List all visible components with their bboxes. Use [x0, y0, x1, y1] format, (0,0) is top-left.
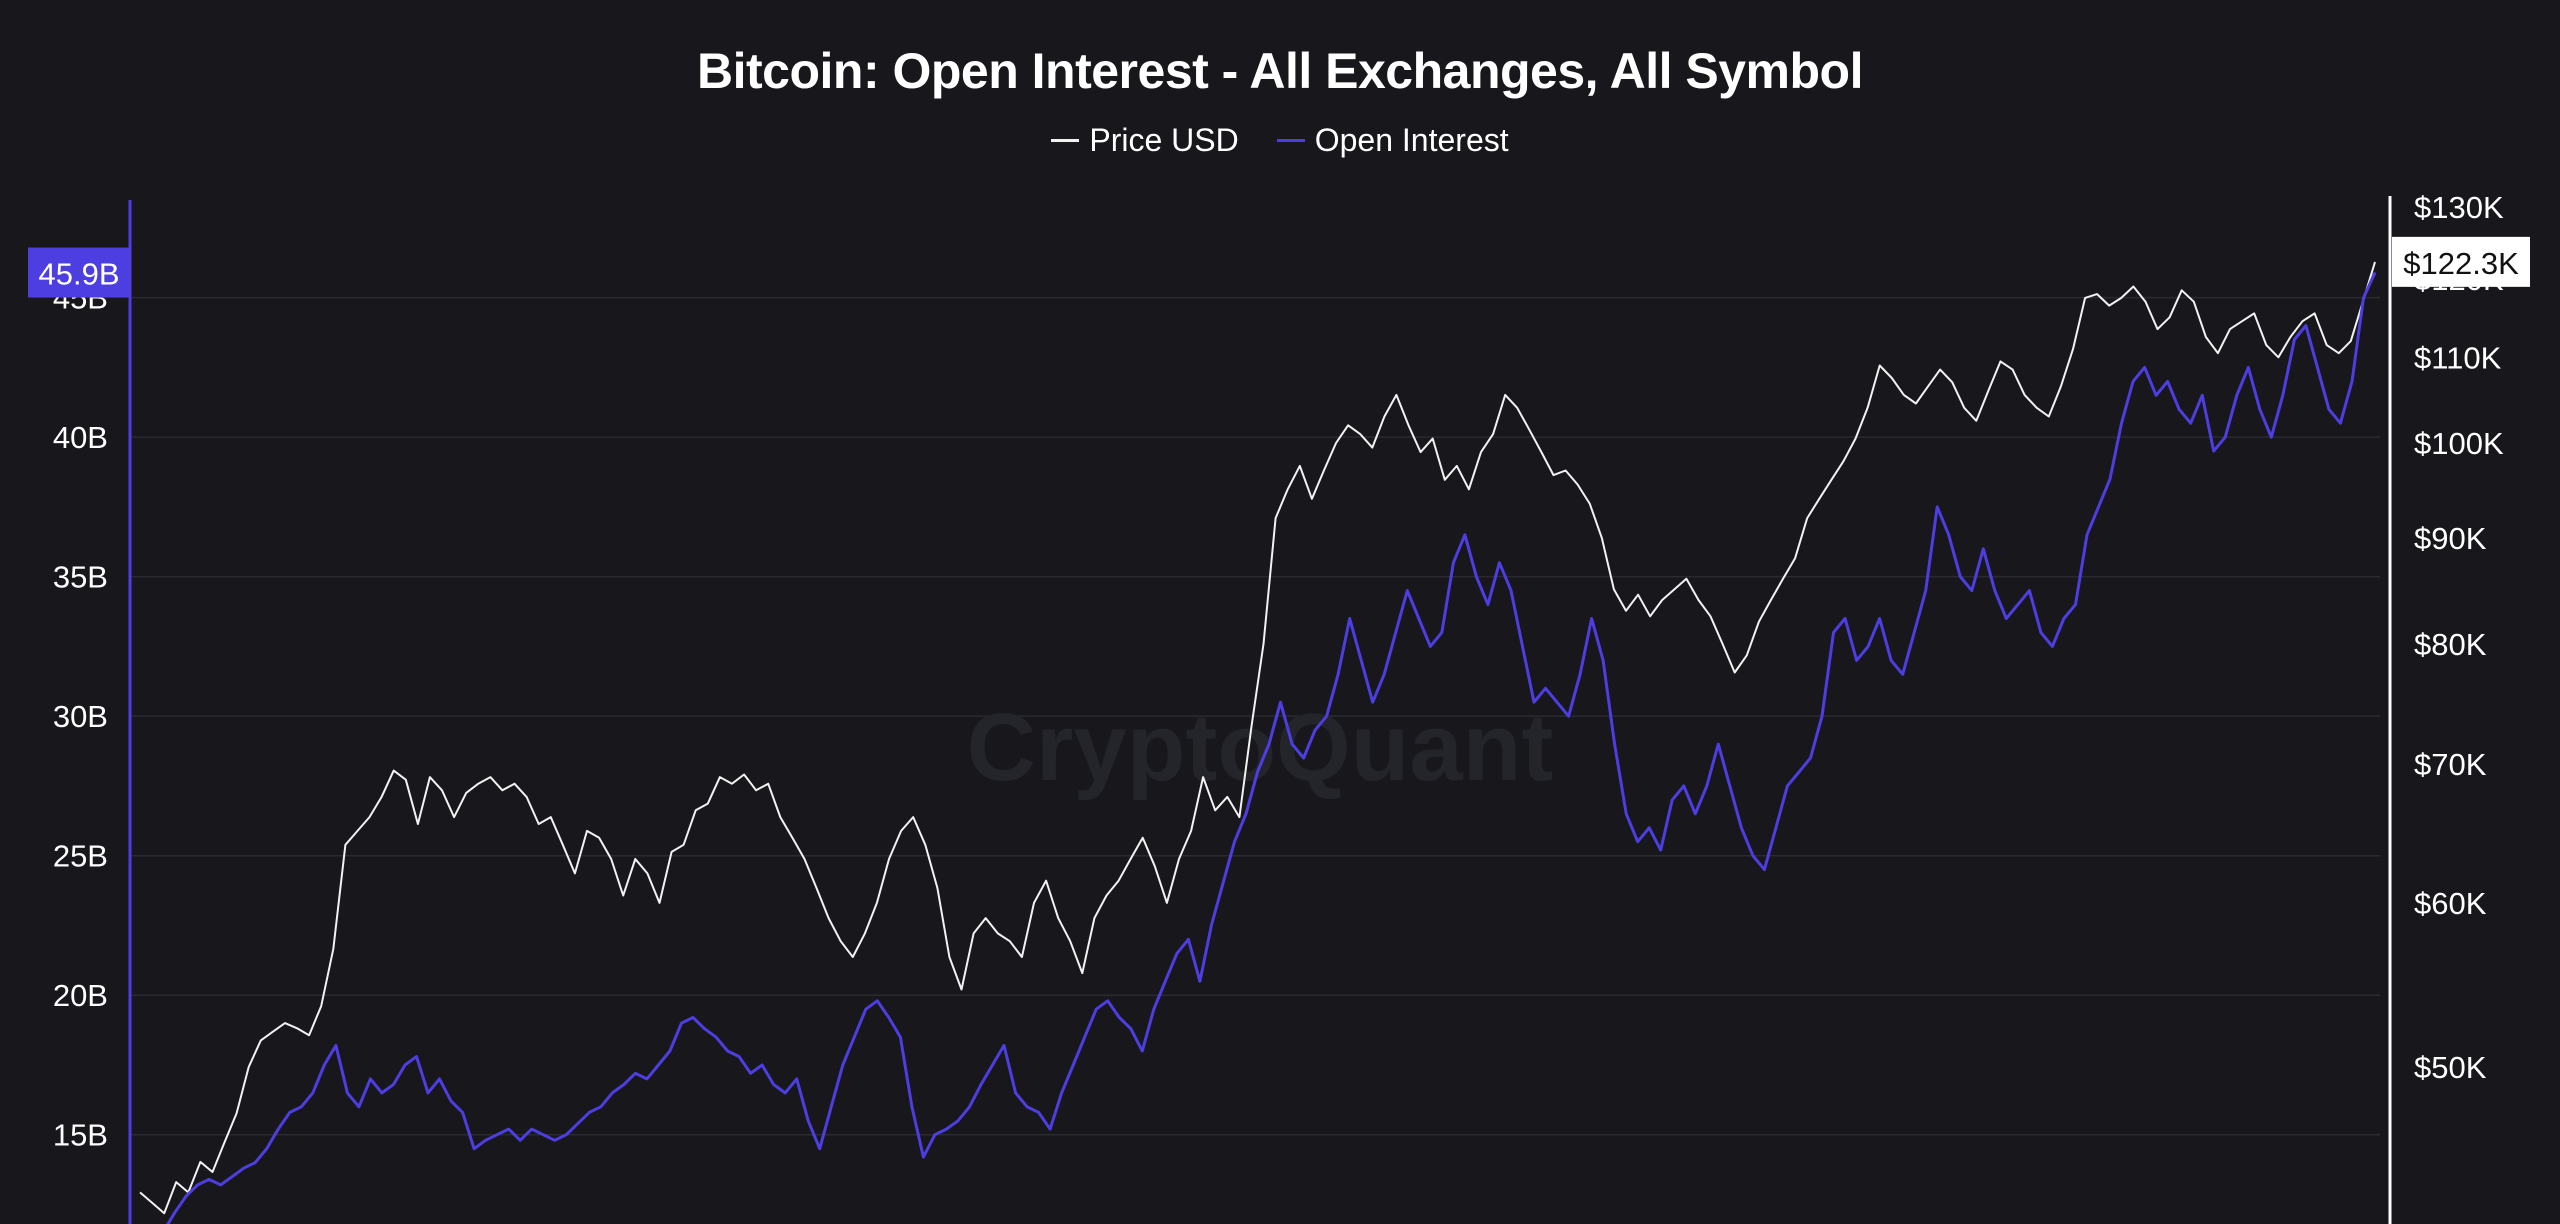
current-value-markers: 45.9B $122.3K: [28, 236, 2530, 298]
legend-label-open-interest: Open Interest: [1314, 122, 1509, 158]
right-current-value-label: $122.3K: [2403, 246, 2519, 281]
right-tick-label: $80K: [2414, 627, 2487, 662]
right-axis-ticks: $50K$60K$70K$80K$90K$100K$110K$120K$130K: [2414, 190, 2504, 1085]
series-line-open-interest[interactable]: [140, 271, 2377, 1224]
right-tick-label: $130K: [2414, 190, 2504, 225]
left-tick-label: 20B: [53, 978, 108, 1013]
right-tick-label: $100K: [2414, 426, 2504, 461]
legend-swatch-open-interest: [1276, 139, 1305, 142]
right-tick-label: $110K: [2414, 340, 2502, 375]
series-group: [139, 261, 2377, 1224]
grid-lines: [130, 296, 2380, 1136]
legend-label-price: Price USD: [1089, 122, 1239, 158]
legend-swatch-price: [1051, 139, 1080, 142]
left-current-value-label: 45.9B: [38, 257, 119, 292]
left-tick-label: 15B: [53, 1118, 108, 1153]
left-tick-label: 25B: [53, 839, 108, 874]
right-tick-label: $70K: [2414, 747, 2487, 782]
right-tick-label: $50K: [2414, 1050, 2487, 1085]
chart-legend: Price USD Open Interest: [0, 122, 2560, 159]
legend-item-price[interactable]: Price USD: [1051, 122, 1239, 159]
left-tick-label: 30B: [53, 699, 108, 734]
right-current-value-box: [2392, 236, 2530, 287]
right-tick-label: $60K: [2414, 886, 2487, 921]
left-tick-label: 40B: [53, 420, 108, 455]
watermark-text: CryptoQuant: [967, 694, 1554, 801]
series-line-price[interactable]: [139, 261, 2376, 1215]
left-current-value-box: [28, 247, 130, 298]
right-tick-label: $90K: [2414, 521, 2487, 556]
chart-title: Bitcoin: Open Interest - All Exchanges, …: [697, 43, 1863, 99]
left-tick-label: 35B: [53, 560, 108, 595]
legend-item-open-interest[interactable]: Open Interest: [1276, 122, 1509, 159]
